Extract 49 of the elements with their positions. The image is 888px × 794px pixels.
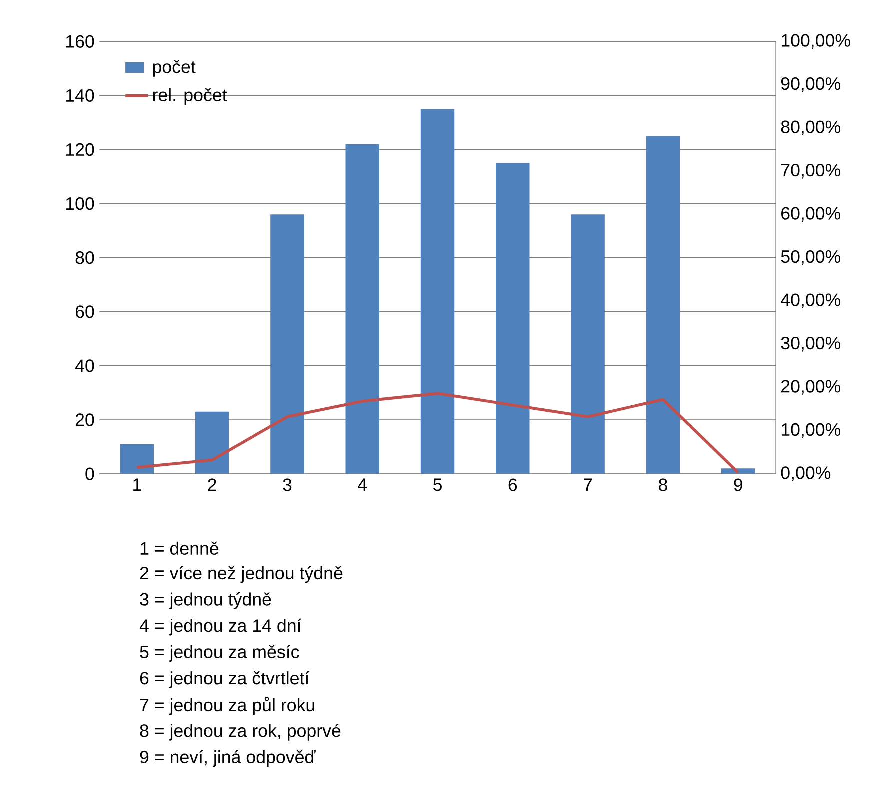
x-tick-label: 5 <box>434 478 442 491</box>
y2-tick-label: 10,00% <box>782 423 841 438</box>
y2-tick-label: 100,00% <box>782 34 850 49</box>
y-tick-label: 120 <box>66 143 94 156</box>
y-tick-label: 60 <box>76 305 94 318</box>
text: 6 = jednou za čtvrtletí <box>140 671 310 688</box>
y-tick-label: 160 <box>66 35 94 48</box>
text: 3 = jednou týdně <box>140 592 272 610</box>
y2-tick-label: 30,00% <box>781 336 841 352</box>
bar <box>120 444 154 474</box>
bar <box>496 163 530 474</box>
y2-tick-label: 40,00% <box>781 294 841 308</box>
x-tick-label: 1 <box>134 478 142 491</box>
x-tick-label: 7 <box>584 478 592 491</box>
y2-tick-label: 60,00% <box>782 207 841 222</box>
x-tick-label: 8 <box>659 478 668 492</box>
bar <box>646 136 680 474</box>
y2-tick-label: 80,00% <box>781 120 841 136</box>
y-tick-label: 140 <box>66 89 94 102</box>
y2-tick-label: 70,00% <box>782 164 841 179</box>
legend-label: rel. počet <box>153 88 228 105</box>
y-tick-label: 80 <box>76 251 94 264</box>
text: 1 = denně <box>140 542 219 555</box>
bar <box>195 412 230 474</box>
y-tick-label: 0 <box>86 468 94 480</box>
text: 4 = jednou za 14 dní <box>140 618 302 636</box>
bar <box>420 109 455 474</box>
y2-tick-label: 50,00% <box>781 250 841 266</box>
bar <box>270 214 304 474</box>
y2-tick-label: 20,00% <box>782 380 841 395</box>
text: 2 = více než jednou týdně <box>140 566 343 583</box>
bar <box>571 214 605 474</box>
text: 5 = jednou za měsíc <box>140 644 300 662</box>
y2-tick-label: 0,00% <box>781 466 831 482</box>
text: 8 = jednou za rok, poprvé <box>140 724 341 741</box>
y-tick-label: 40 <box>75 359 94 372</box>
line-series <box>136 392 740 474</box>
y-tick-label: 20 <box>76 413 94 426</box>
text: 7 = jednou za půl roku <box>140 696 314 715</box>
x-tick-label: 6 <box>508 478 518 492</box>
y-tick-label: 100 <box>66 197 94 210</box>
x-tick-label: 3 <box>283 478 292 492</box>
text: 9 = neví, jiná odpověď <box>140 750 316 767</box>
bar <box>346 144 380 474</box>
legend-label: počet <box>153 60 196 77</box>
x-tick-label: 9 <box>734 478 742 492</box>
y2-tick-label: 90,00% <box>781 77 841 92</box>
x-tick-label: 2 <box>208 478 216 491</box>
x-tick-label: 4 <box>358 478 368 491</box>
